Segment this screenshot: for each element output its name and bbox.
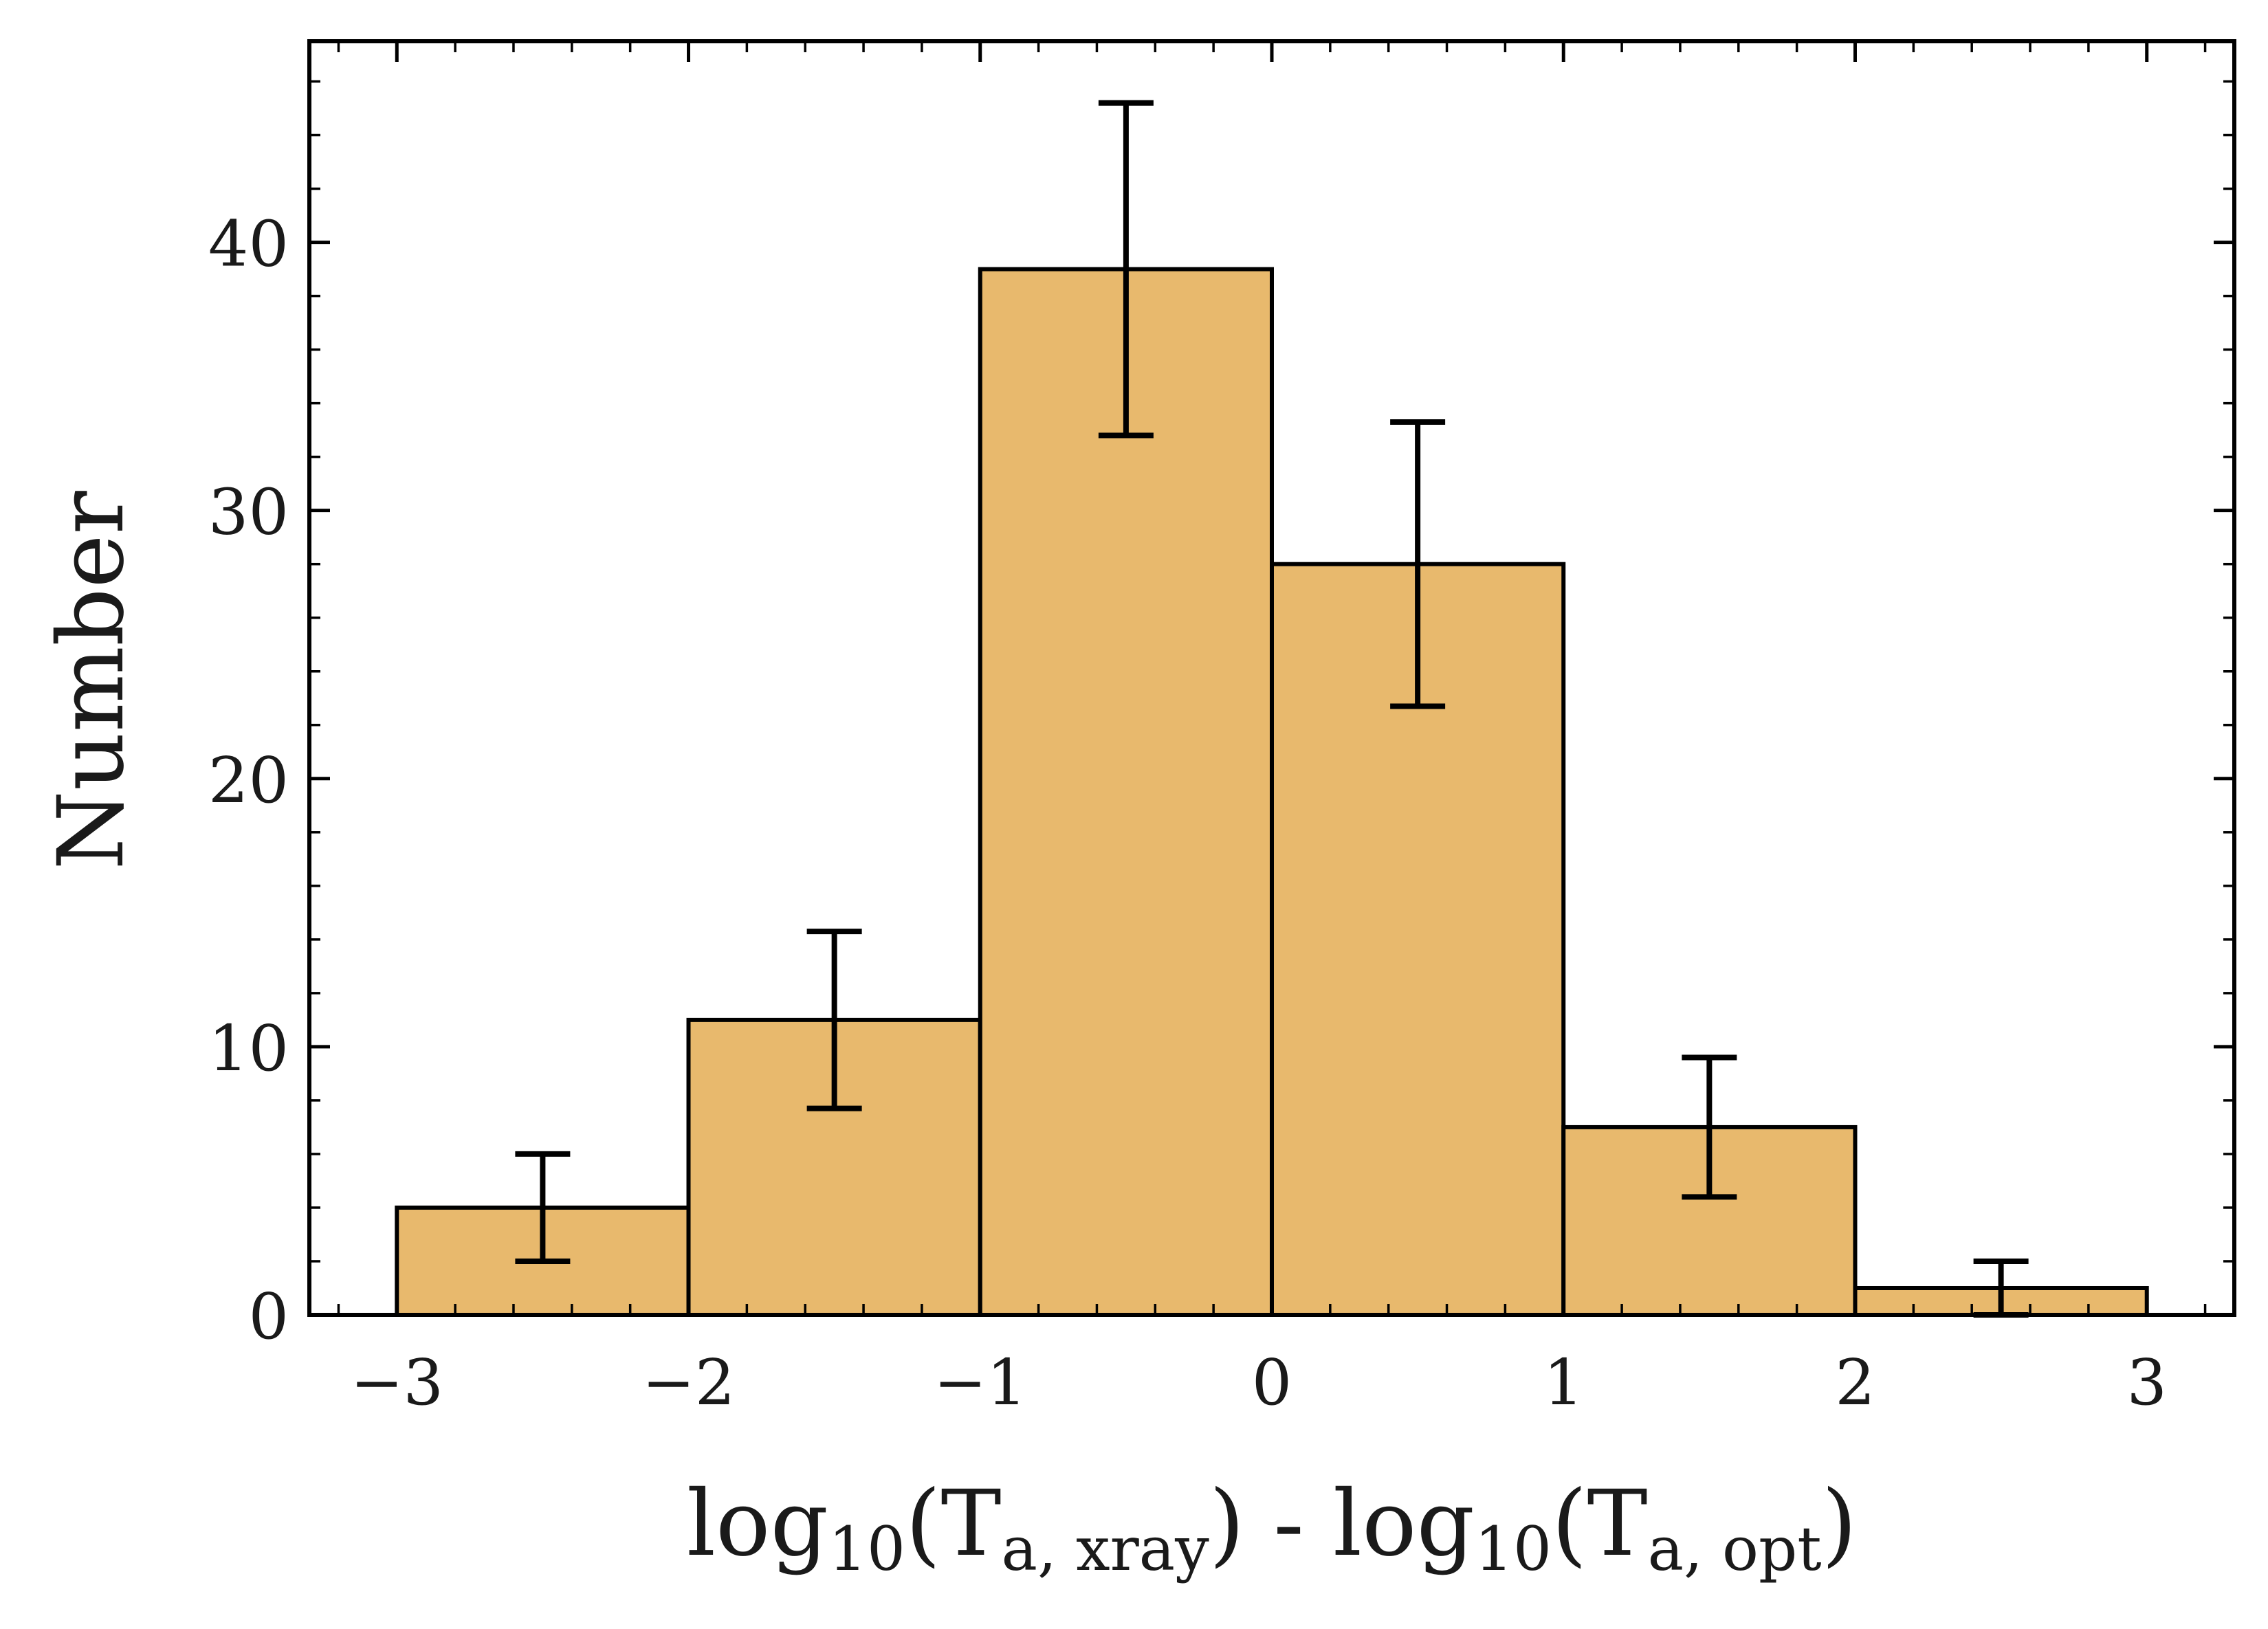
y-tick-label: 40: [208, 208, 289, 281]
x-tick-label: 1: [1543, 1346, 1584, 1419]
x-tick-label: −1: [934, 1346, 1027, 1419]
x-tick-label: −3: [350, 1346, 443, 1419]
histogram-bar: [978, 267, 1274, 1317]
y-tick-label: 10: [208, 1012, 289, 1085]
x-tick-label: −2: [642, 1346, 736, 1419]
x-axis-title: log10(Ta, xray) - log10(Ta, opt): [687, 1471, 1857, 1584]
bars-layer: [395, 267, 2149, 1318]
y-tick-label: 30: [208, 476, 289, 549]
x-tick-label: 3: [2126, 1346, 2167, 1419]
plot-frame: [307, 39, 2236, 1317]
x-tick-label: 0: [1252, 1346, 1292, 1419]
y-tick-label: 20: [208, 744, 289, 817]
x-tick-label: 2: [1835, 1346, 1875, 1419]
y-tick-label: 0: [248, 1280, 289, 1353]
y-axis-title: Number: [38, 490, 144, 869]
